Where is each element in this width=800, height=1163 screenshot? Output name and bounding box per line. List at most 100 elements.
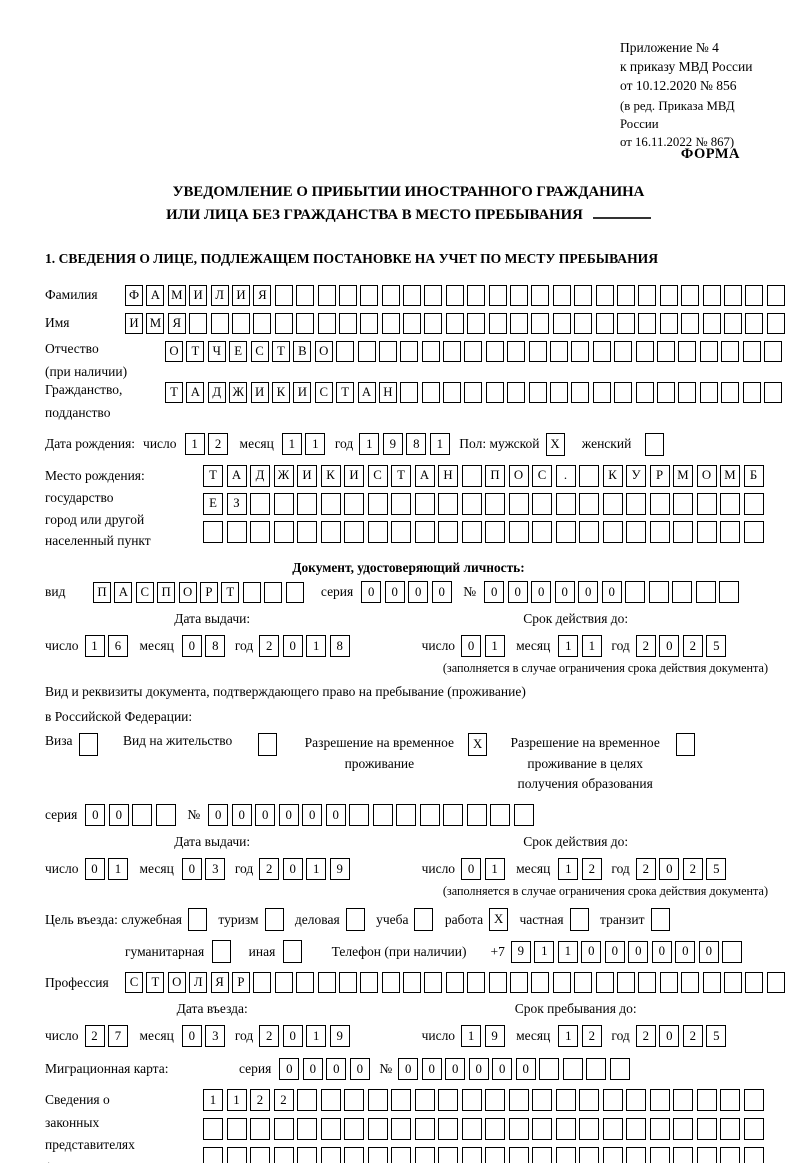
char-box[interactable] bbox=[702, 972, 721, 994]
char-box[interactable]: Т bbox=[336, 381, 355, 403]
char-box[interactable] bbox=[574, 284, 593, 306]
char-box[interactable] bbox=[485, 381, 504, 403]
char-box[interactable] bbox=[720, 1089, 740, 1112]
char-box[interactable]: 1 bbox=[581, 635, 602, 658]
char-box[interactable] bbox=[320, 520, 341, 543]
char-box[interactable] bbox=[595, 312, 614, 334]
char-box[interactable] bbox=[550, 381, 569, 403]
char-box[interactable] bbox=[763, 340, 782, 362]
char-box[interactable] bbox=[723, 972, 742, 994]
char-box[interactable] bbox=[391, 1147, 411, 1163]
char-box[interactable] bbox=[531, 284, 550, 306]
char-box[interactable] bbox=[555, 1118, 576, 1141]
char-box[interactable]: 0 bbox=[554, 581, 575, 604]
char-box[interactable] bbox=[723, 284, 742, 306]
char-box[interactable] bbox=[403, 312, 422, 334]
char-box[interactable] bbox=[695, 581, 716, 604]
char-box[interactable]: 0 bbox=[302, 804, 323, 827]
char-box[interactable] bbox=[625, 581, 646, 604]
char-box[interactable] bbox=[602, 1118, 623, 1141]
char-box[interactable]: 5 bbox=[706, 858, 727, 881]
char-box[interactable] bbox=[531, 972, 550, 994]
char-box[interactable] bbox=[344, 1118, 364, 1141]
char-box[interactable]: 0 bbox=[282, 1025, 303, 1048]
char-box[interactable] bbox=[699, 340, 718, 362]
char-box[interactable]: 6 bbox=[108, 635, 128, 658]
char-box[interactable] bbox=[579, 1147, 599, 1163]
char-box[interactable] bbox=[424, 972, 443, 994]
char-box[interactable] bbox=[485, 1118, 505, 1141]
char-box[interactable]: 0 bbox=[208, 804, 229, 827]
sex-female-checkbox[interactable] bbox=[645, 432, 667, 456]
char-box[interactable]: 1 bbox=[108, 858, 128, 881]
char-box[interactable]: 8 bbox=[205, 635, 226, 658]
purpose-official-checkbox[interactable] bbox=[188, 908, 210, 932]
char-box[interactable] bbox=[742, 381, 761, 403]
char-box[interactable] bbox=[720, 520, 740, 543]
char-box[interactable]: 0 bbox=[515, 1058, 536, 1081]
char-box[interactable]: 0 bbox=[255, 804, 276, 827]
char-box[interactable]: 1 bbox=[306, 1025, 327, 1048]
char-box[interactable] bbox=[508, 520, 529, 543]
char-box[interactable]: 8 bbox=[406, 433, 427, 456]
char-box[interactable]: 0 bbox=[461, 858, 482, 881]
char-box[interactable] bbox=[592, 340, 611, 362]
purpose-study-checkbox[interactable] bbox=[414, 908, 436, 932]
char-box[interactable] bbox=[681, 972, 700, 994]
char-box[interactable] bbox=[743, 1118, 764, 1141]
purpose-tourism-checkbox[interactable] bbox=[264, 908, 287, 932]
char-box[interactable] bbox=[443, 804, 464, 827]
char-box[interactable]: К bbox=[602, 464, 623, 487]
char-box[interactable] bbox=[678, 340, 697, 362]
char-box[interactable] bbox=[438, 492, 458, 515]
char-box[interactable]: 0 bbox=[461, 635, 482, 658]
char-box[interactable]: Т bbox=[271, 340, 290, 362]
char-box[interactable] bbox=[357, 340, 376, 362]
char-box[interactable] bbox=[649, 1118, 670, 1141]
char-box[interactable]: 2 bbox=[635, 858, 656, 881]
char-box[interactable] bbox=[372, 804, 393, 827]
char-box[interactable]: 1 bbox=[484, 858, 505, 881]
char-box[interactable]: У bbox=[626, 464, 646, 487]
char-box[interactable] bbox=[745, 284, 764, 306]
char-box[interactable]: 0 bbox=[325, 804, 346, 827]
char-box[interactable] bbox=[250, 1118, 270, 1141]
visa-checkbox[interactable] bbox=[78, 733, 101, 757]
char-box[interactable] bbox=[367, 1147, 388, 1163]
char-box[interactable]: И bbox=[297, 464, 317, 487]
char-box[interactable] bbox=[488, 972, 507, 994]
char-box[interactable] bbox=[626, 1118, 646, 1141]
char-box[interactable] bbox=[507, 381, 526, 403]
char-box[interactable] bbox=[532, 492, 552, 515]
char-box[interactable]: Ж bbox=[273, 464, 294, 487]
char-box[interactable] bbox=[381, 284, 400, 306]
char-box[interactable] bbox=[508, 1147, 529, 1163]
char-box[interactable]: 0 bbox=[278, 804, 299, 827]
char-box[interactable] bbox=[743, 492, 764, 515]
char-box[interactable]: 0 bbox=[181, 858, 202, 881]
char-box[interactable]: 2 bbox=[581, 1025, 602, 1048]
char-box[interactable]: А bbox=[414, 464, 435, 487]
char-box[interactable] bbox=[414, 908, 434, 932]
char-box[interactable]: Р bbox=[649, 464, 670, 487]
char-box[interactable]: 0 bbox=[384, 581, 405, 604]
char-box[interactable]: 1 bbox=[359, 433, 380, 456]
char-box[interactable] bbox=[461, 1089, 482, 1112]
char-box[interactable] bbox=[614, 340, 633, 362]
char-box[interactable]: 0 bbox=[282, 635, 303, 658]
char-box[interactable]: С bbox=[125, 972, 143, 994]
char-box[interactable] bbox=[555, 520, 576, 543]
char-box[interactable]: 0 bbox=[601, 581, 622, 604]
char-box[interactable]: 9 bbox=[329, 858, 350, 881]
char-box[interactable] bbox=[673, 520, 693, 543]
